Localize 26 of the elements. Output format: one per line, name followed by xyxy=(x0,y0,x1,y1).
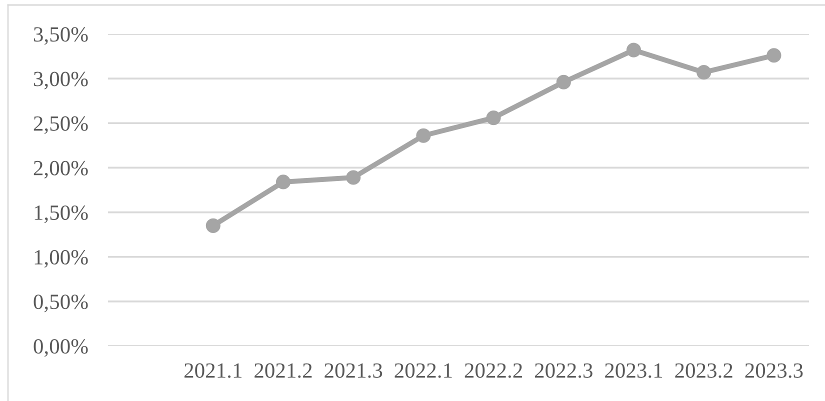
x-tick-label: 2022.2 xyxy=(464,363,522,378)
y-tick-label: 1,00% xyxy=(34,250,88,268)
x-tick-label: 2021.1 xyxy=(184,363,242,378)
point xyxy=(626,42,642,58)
x-tick-label: 2022.1 xyxy=(394,363,452,378)
x-tick-label: 2023.2 xyxy=(675,363,732,378)
x-tick-label: 2021.3 xyxy=(324,363,382,378)
x-tick-label: 2023.1 xyxy=(605,363,662,378)
point xyxy=(556,74,571,90)
y-tick-label: 2,50% xyxy=(34,116,88,134)
x-tick-label: 2021.2 xyxy=(254,363,312,378)
point xyxy=(696,65,712,80)
y-tick-label: 3,00% xyxy=(34,72,88,90)
y-tick-label: 0,50% xyxy=(34,294,88,312)
point xyxy=(486,110,501,126)
x-tick-label: 2022.3 xyxy=(534,363,592,378)
y-tick-label: 1,50% xyxy=(34,205,88,224)
point xyxy=(206,218,220,233)
y-tick-label: 3,50% xyxy=(34,27,88,45)
point xyxy=(346,170,361,185)
y-tick-label: 0,00% xyxy=(34,339,88,357)
x-tick-label: 2023.3 xyxy=(745,363,803,378)
point xyxy=(416,128,431,143)
point xyxy=(276,174,291,190)
point xyxy=(766,48,782,63)
y-tick-label: 2,00% xyxy=(34,160,88,178)
